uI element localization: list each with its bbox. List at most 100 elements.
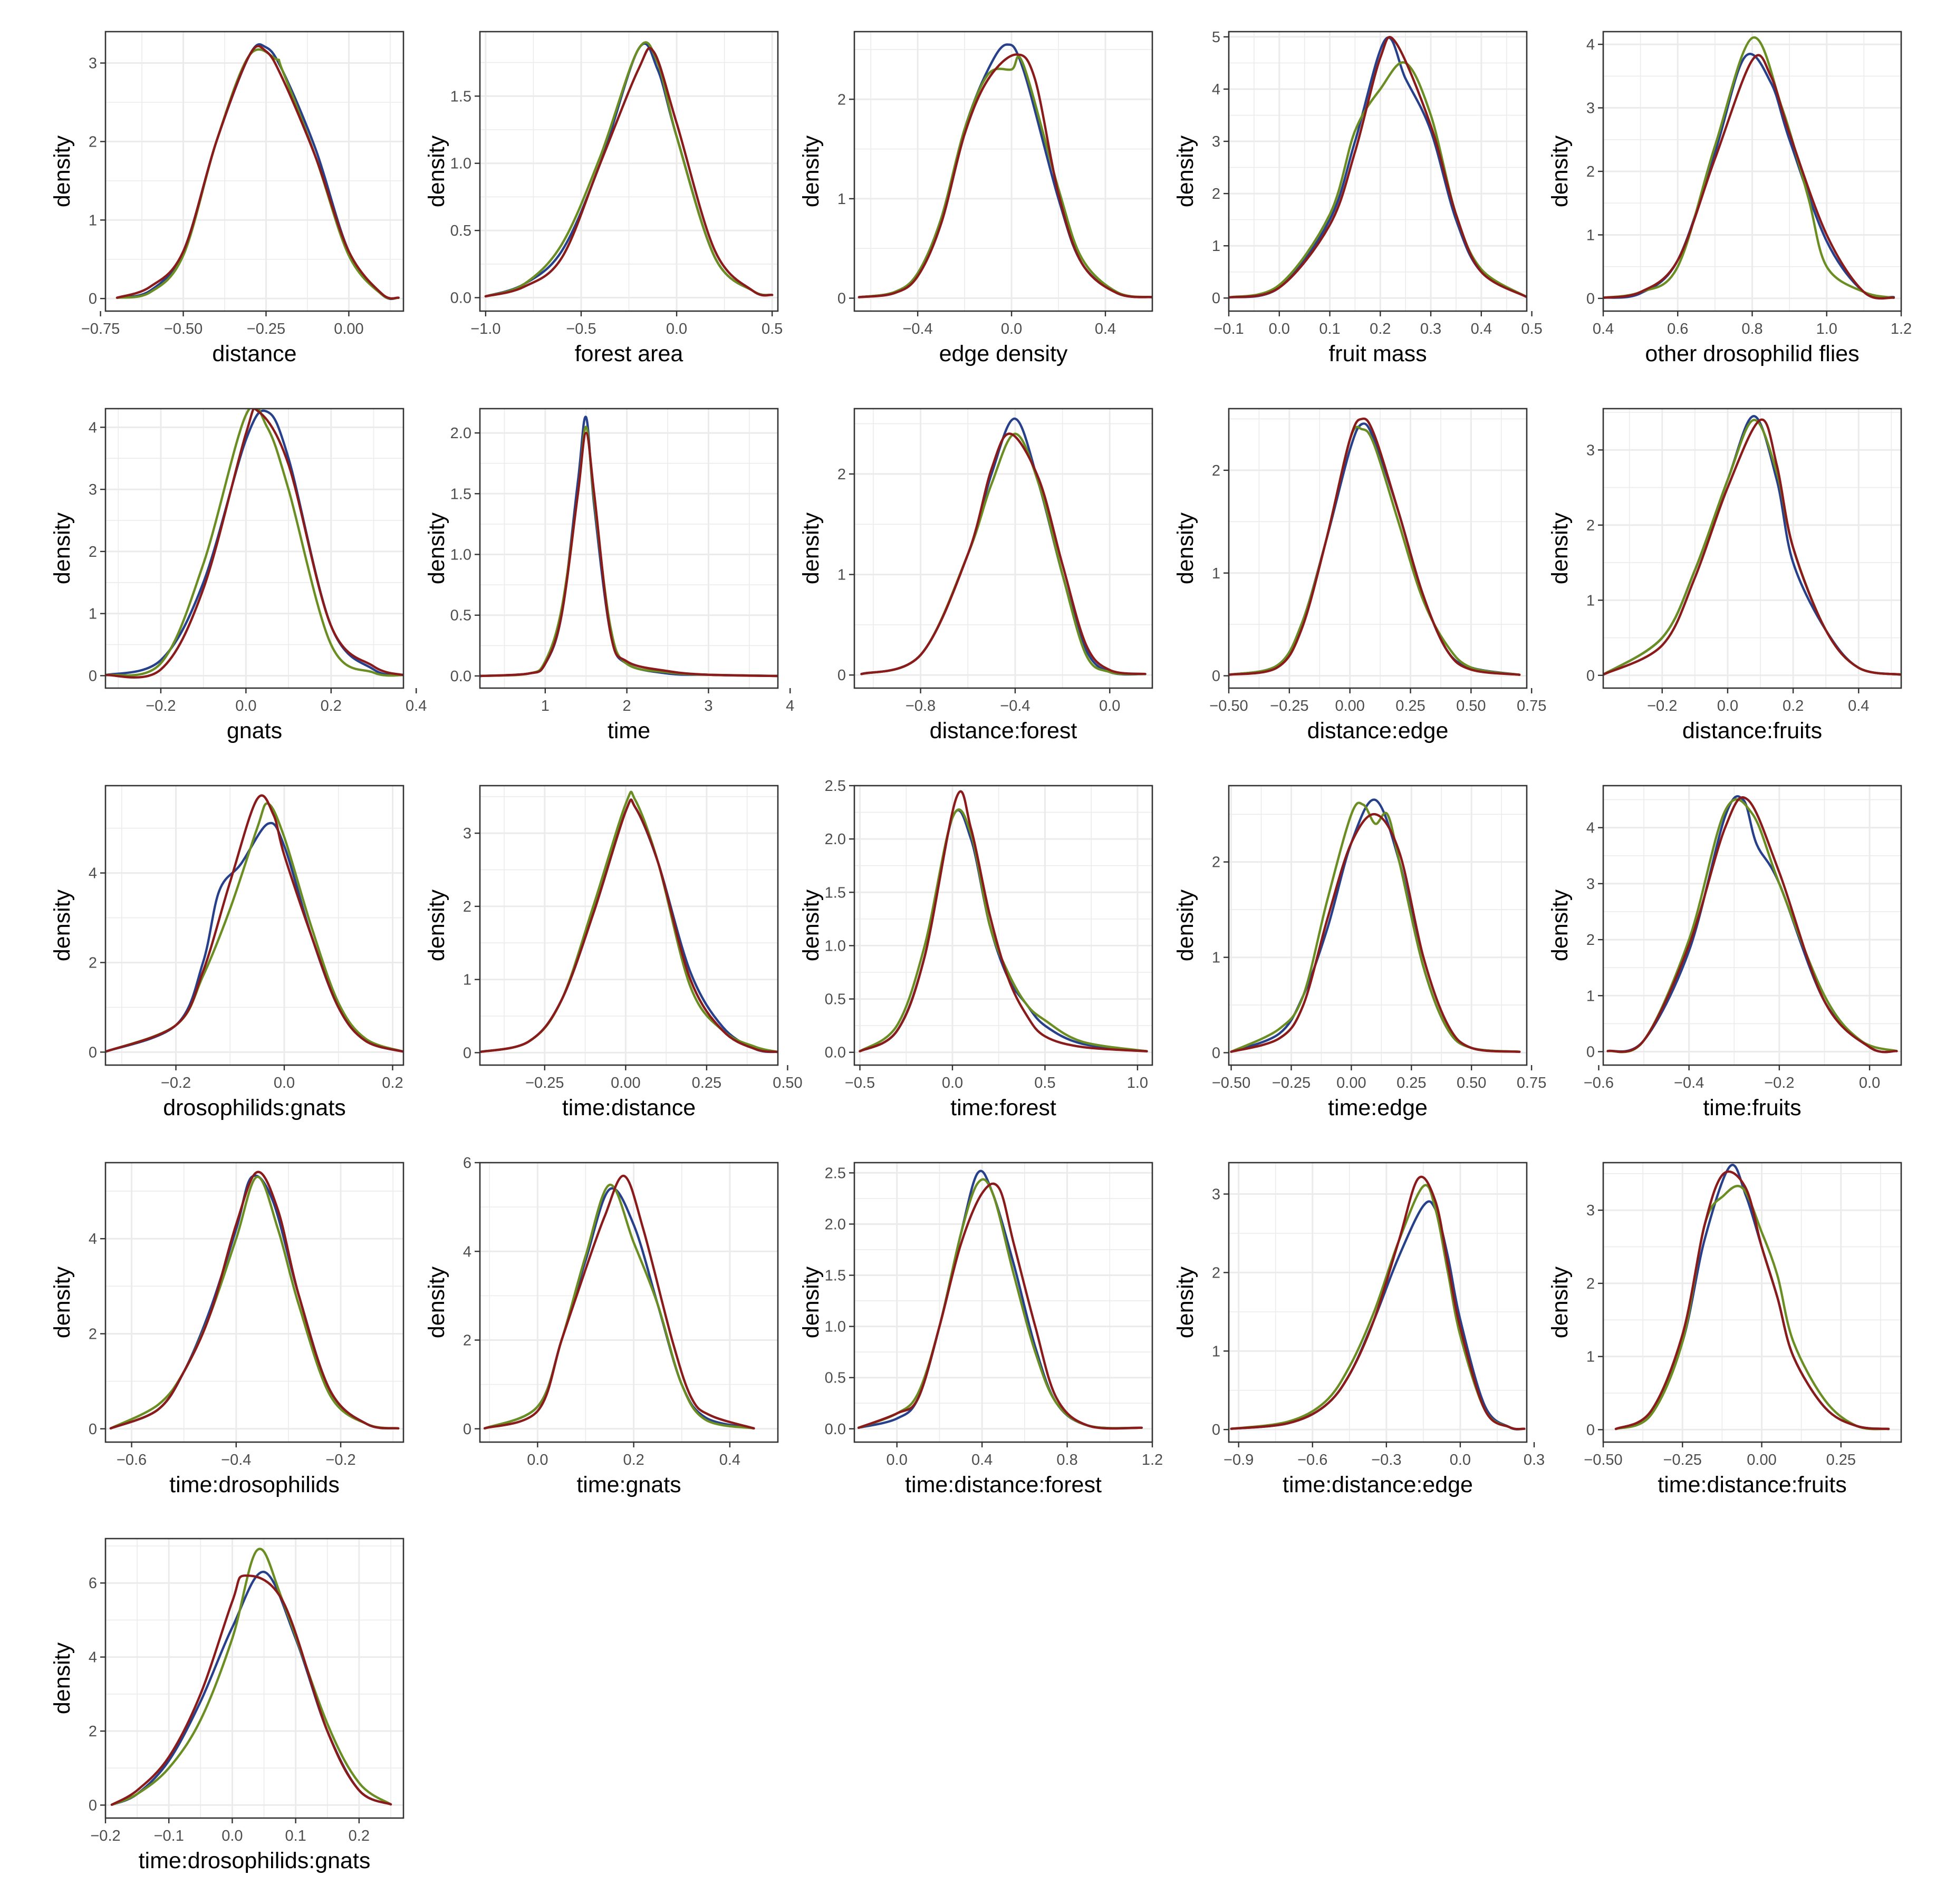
x-tick-label: 0.0 — [887, 1452, 908, 1468]
density-panel: −0.2 0.0 0.2 0.4 0 1 2 3 distance:fruits density — [1547, 408, 1902, 743]
density-panel: −0.4 0.0 0.4 0 1 2 edge density density — [798, 31, 1153, 366]
y-tick-label: 0 — [1586, 1422, 1595, 1438]
panel-border — [104, 785, 404, 1066]
x-tick-label: 0.2 — [1370, 321, 1391, 337]
x-tick-label: 0.50 — [773, 1075, 802, 1091]
density-panel: 0.0 0.2 0.4 0 2 4 6 time:gnats density — [424, 1155, 779, 1497]
x-axis-title: gnats — [227, 718, 282, 743]
y-tick-label: 0 — [89, 1044, 97, 1061]
density-line — [1603, 54, 1895, 300]
x-tick-label: 0.50 — [1456, 698, 1486, 714]
x-tick-label: −0.5 — [845, 1075, 875, 1091]
x-tick-label: 1.2 — [1891, 321, 1912, 337]
panel-border — [104, 31, 404, 312]
y-tick-label: 0 — [837, 290, 846, 307]
x-tick-label: 0.8 — [1056, 1452, 1077, 1468]
y-tick-label: 1 — [1212, 950, 1220, 967]
density-line — [1614, 1185, 1890, 1431]
x-tick-label: 0.0 — [1450, 1452, 1471, 1468]
density-panel: −0.75 −0.50 −0.25 0.00 0 1 2 3 distance density — [50, 31, 404, 366]
y-tick-label: 3 — [1586, 1202, 1595, 1219]
y-tick-label: 0 — [463, 1045, 471, 1061]
y-tick-label: 3 — [463, 825, 471, 842]
panel-background — [854, 32, 1152, 311]
y-axis-title: density — [1173, 1266, 1198, 1338]
x-tick-label: 0.0 — [1859, 1075, 1880, 1091]
y-tick-label: 2 — [89, 1723, 97, 1740]
y-axis-title: density — [424, 1266, 449, 1338]
density-panel: −0.50 −0.25 0.00 0.25 0.50 0.75 0 1 2 time:edge de… — [1173, 785, 1546, 1120]
panel-background — [1603, 409, 1901, 688]
x-tick-label: 0.0 — [666, 321, 687, 337]
y-tick-label: 1 — [837, 567, 846, 584]
density-line — [1230, 801, 1521, 1053]
y-tick-label: 2 — [1212, 462, 1220, 479]
x-axis-title: distance:forest — [930, 718, 1077, 743]
x-tick-label: −0.6 — [117, 1452, 147, 1468]
panel-border — [479, 31, 779, 312]
y-tick-label: 0 — [89, 291, 97, 307]
x-tick-label: −0.4 — [902, 321, 932, 337]
x-tick-label: 0.00 — [611, 1075, 640, 1091]
y-tick-label: 4 — [463, 1243, 471, 1260]
x-axis-title: time:distance:forest — [905, 1472, 1102, 1497]
y-axis-title: density — [798, 512, 824, 584]
density-line — [110, 1574, 392, 1806]
x-axis-title: time:drosophilids:gnats — [139, 1848, 371, 1873]
y-tick-label: 1.5 — [450, 88, 471, 105]
y-tick-label: 2.0 — [825, 1216, 846, 1233]
y-tick-label: 0 — [89, 1421, 97, 1438]
x-tick-label: −0.2 — [146, 698, 176, 714]
y-tick-label: 2 — [89, 133, 97, 150]
x-tick-label: 0.4 — [1471, 321, 1492, 337]
x-axis-title: time:fruits — [1703, 1095, 1801, 1120]
y-tick-label: 5 — [1212, 29, 1220, 46]
y-tick-label: 0.5 — [825, 1370, 846, 1387]
x-tick-label: 0.0 — [527, 1452, 548, 1468]
y-tick-label: 0 — [837, 667, 846, 684]
x-tick-label: 0.4 — [1593, 321, 1614, 337]
density-panel: −0.1 0.0 0.1 0.2 0.3 0.4 0.5 0 1 2 3 4 5 fruit mass de… — [1173, 29, 1543, 366]
x-tick-label: 0.0 — [221, 1828, 243, 1844]
density-panel: −0.50 −0.25 0.00 0.25 0.50 0.75 0 1 2 distance:ed… — [1173, 408, 1546, 743]
y-axis-title: density — [50, 512, 75, 584]
y-tick-label: 0 — [1586, 291, 1595, 307]
density-line — [1230, 813, 1521, 1053]
y-tick-label: 0.5 — [450, 223, 471, 239]
density-line — [484, 41, 774, 298]
panel-background — [854, 1163, 1152, 1442]
density-panel: 0.0 0.4 0.8 1.2 0.0 0.5 1.0 1.5 2.0 2.5 time:dista… — [798, 1162, 1163, 1497]
panel-background — [480, 786, 778, 1065]
y-tick-label: 0 — [89, 1797, 97, 1814]
panel-border — [853, 785, 1153, 1066]
x-tick-label: 0.5 — [762, 321, 783, 337]
y-tick-label: 2 — [1586, 1275, 1595, 1292]
density-panel: −0.50 −0.25 0.00 0.25 0 1 2 3 time:distance:frui… — [1547, 1162, 1902, 1497]
x-tick-label: −0.9 — [1224, 1452, 1254, 1468]
y-tick-label: 1 — [1212, 1343, 1220, 1360]
y-tick-label: 1.0 — [825, 1319, 846, 1336]
x-tick-label: 0.25 — [692, 1075, 721, 1091]
y-tick-label: 0 — [1212, 668, 1220, 685]
density-line — [109, 1171, 400, 1430]
density-panel: −0.5 0.0 0.5 1.0 0.0 0.5 1.0 1.5 2.0 2.5 time:fore… — [798, 778, 1153, 1120]
y-axis-title: density — [424, 135, 449, 207]
x-tick-label: 0.4 — [1848, 698, 1869, 714]
x-axis-title: time:distance — [562, 1095, 696, 1120]
density-panel: 0.4 0.6 0.8 1.0 1.2 0 1 2 3 4 other drosophilid fl… — [1547, 31, 1912, 366]
x-tick-label: −0.50 — [1584, 1452, 1622, 1468]
y-axis-title: density — [50, 1642, 75, 1714]
panel-border — [1228, 785, 1528, 1066]
y-tick-label: 2.0 — [450, 425, 471, 442]
x-axis-title: time — [608, 718, 650, 743]
y-tick-label: 0.0 — [825, 1045, 846, 1061]
y-tick-label: 2 — [1212, 186, 1220, 202]
y-axis-title: density — [1547, 1266, 1573, 1338]
y-tick-label: 3 — [89, 481, 97, 498]
x-tick-label: −0.50 — [164, 321, 203, 337]
x-tick-label: 0.6 — [1667, 321, 1688, 337]
y-tick-label: 0.0 — [450, 290, 471, 307]
x-tick-label: 0.2 — [382, 1075, 403, 1091]
panel-border — [1602, 1162, 1902, 1443]
